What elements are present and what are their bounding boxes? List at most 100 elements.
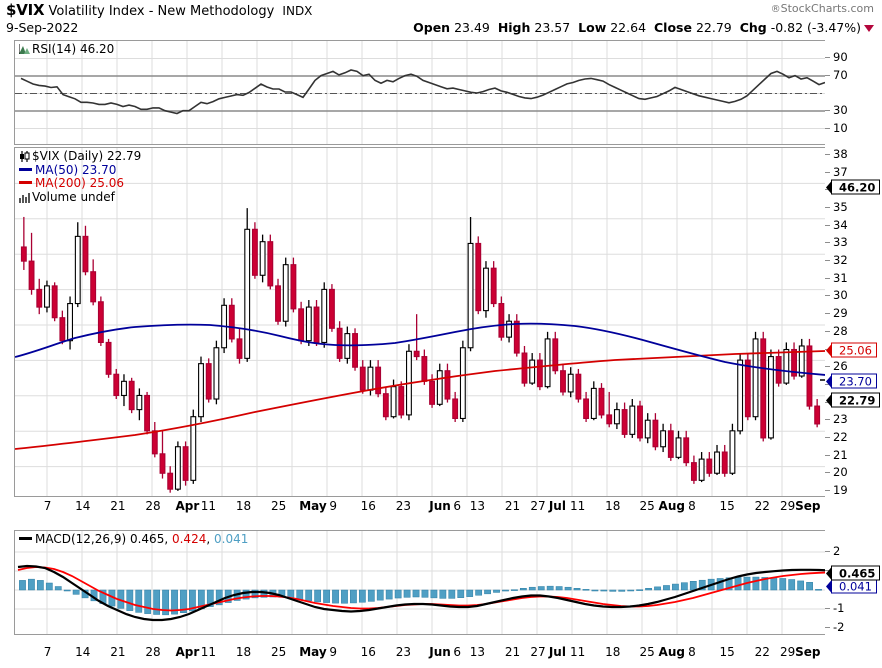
candle-body (305, 306, 312, 342)
candle-body (328, 288, 335, 329)
high-label: High (497, 20, 531, 35)
price-tick-34: 34 (833, 217, 848, 232)
price-tick-20: 20 (833, 465, 848, 480)
candle-body (783, 348, 790, 384)
x-tick-label: Sep (795, 645, 821, 659)
macd-hist-bar (421, 589, 429, 598)
price-tick-21: 21 (833, 447, 848, 462)
x-tick-label: 18 (235, 499, 252, 513)
macd-hist-bar (376, 589, 384, 601)
price-tick-19: 19 (833, 482, 848, 497)
candle-body (760, 338, 767, 439)
x-axis-bottom: 7 14 21 28 Apr 11 18 25 May 9 16 23 Jun 6 13 21 27 Jul 11 1… (14, 645, 825, 663)
macd-hist-bar (555, 586, 563, 591)
x-tick-label: Jun (429, 645, 451, 659)
candle-body (67, 303, 73, 342)
macd-hist-bar (689, 581, 697, 591)
ticker-symbol: $VIX (6, 1, 45, 19)
candle-body (82, 235, 89, 273)
x-tick-label: 8 (688, 645, 696, 659)
price-value-callout: 22.79 (825, 392, 881, 408)
x-tick-label: 14 (75, 645, 91, 659)
rsi-line (20, 69, 825, 115)
candle-body (567, 373, 574, 393)
macd-hist-bar (189, 589, 196, 612)
candle-body (690, 462, 697, 481)
x-tick-label: 28 (145, 499, 161, 513)
x-tick-label: 21 (504, 499, 521, 513)
candle-body (644, 419, 651, 439)
macd-hist-bar (654, 586, 661, 591)
exchange-label: INDX (282, 4, 313, 18)
copyright-icon: ® (770, 4, 781, 15)
rsi-legend: RSI(14) 46.20 (19, 42, 114, 57)
price-tick-33: 33 (833, 235, 848, 250)
price-tickmark (825, 472, 830, 474)
ma200-swatch (19, 181, 32, 184)
candle-body (667, 430, 674, 458)
macd-hist-bar (180, 589, 187, 613)
x-tick-label: Aug (658, 645, 685, 659)
price-tickmark (825, 330, 830, 332)
macd-hist-bar (734, 577, 742, 591)
candle-body (467, 242, 474, 349)
macd-hist-bar (752, 576, 760, 591)
rsi-tick-70: 70 (833, 68, 848, 82)
macd-comma-1: , (164, 532, 169, 546)
macd-hist-bar (806, 582, 813, 591)
price-legend-title-row: $VIX (Daily) 22.79 (19, 149, 141, 164)
candle-body (105, 341, 112, 375)
candle-body (282, 264, 289, 322)
x-tick-label: 13 (469, 645, 486, 659)
macd-hist-bar (546, 585, 554, 591)
open-label: Open (413, 20, 451, 35)
macd-hist-bar (251, 589, 259, 599)
macd-hist-bar (537, 586, 545, 591)
price-tickmark (825, 171, 830, 173)
rsi-tick-30: 30 (833, 103, 848, 117)
macd-hist-bar (394, 589, 402, 599)
macd-hist-bar (144, 589, 152, 614)
volume-legend-row: Volume undef (19, 190, 141, 205)
candle-body (74, 235, 81, 305)
x-tick-label: 27 (530, 645, 546, 659)
ma50-line (15, 322, 825, 376)
macd-hist-bar (332, 589, 339, 604)
candle-body (59, 317, 66, 342)
rsi-svg (15, 41, 825, 144)
candle-body (390, 386, 397, 418)
candle-body (506, 320, 513, 338)
candle-body (159, 453, 166, 474)
macd-hist-bar (618, 589, 626, 592)
macd-hist-bar (475, 589, 483, 596)
page-title: $VIX Volatility Index - New Methodology … (6, 1, 312, 19)
candle-body (490, 267, 497, 305)
macd-hist-bar (627, 589, 635, 592)
macd-hist-bar (72, 589, 80, 595)
candle-body (290, 264, 297, 310)
macd-hist-bar (698, 579, 706, 591)
ma200-label: MA(200) 25.06 (35, 176, 124, 190)
candle-body (660, 430, 667, 448)
candle-body (144, 394, 151, 432)
candle-body (298, 308, 305, 342)
candle-body (560, 370, 566, 393)
ma50-swatch (19, 167, 32, 171)
macd-tick-2: 2 (833, 544, 841, 558)
mountain-icon (19, 44, 30, 55)
price-gridlines (15, 148, 825, 496)
rsi-gridlines (15, 41, 825, 144)
macd-hist-bar (36, 580, 44, 591)
x-tick-label: 7 (43, 499, 52, 513)
macd-hist-bar (171, 589, 178, 615)
x-tick-label: 23 (395, 499, 412, 513)
macd-hist-bar (636, 589, 644, 591)
x-tick-label: 9 (329, 499, 337, 513)
ma200-value-callout: 25.06 (826, 342, 877, 358)
macd-hist-bar (761, 577, 769, 591)
candle-body (44, 285, 50, 308)
price-tickmark (825, 260, 830, 262)
x-tick-label: 16 (360, 645, 376, 659)
macd-hist-bar (466, 589, 474, 597)
candle-body (198, 363, 204, 418)
